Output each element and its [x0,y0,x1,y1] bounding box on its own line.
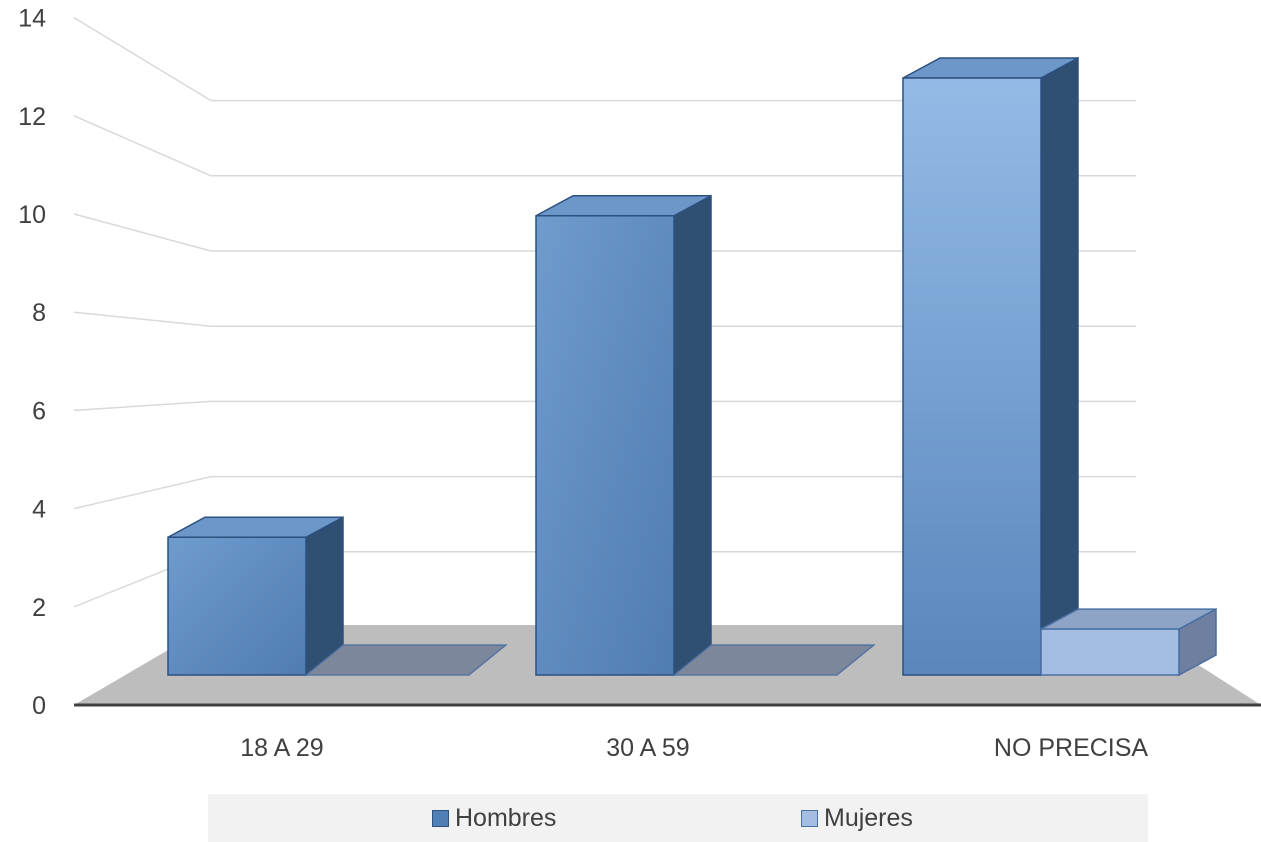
gridline-wall [73,213,212,252]
gridline-wall [73,16,212,102]
x-tick-label: 18 A 29 [240,734,323,762]
bar-side [1040,56,1079,677]
bar-mujeres-zero [672,644,876,676]
y-tick-label: 8 [32,299,46,327]
legend-item-hombres: Hombres [432,804,556,833]
y-tick-label: 0 [32,692,46,720]
y-tick-label: 6 [32,397,46,425]
bar-front [1040,628,1180,676]
bar-front [535,215,675,676]
bar-side [673,194,712,677]
bar-front [902,77,1042,676]
legend-label: Hombres [455,804,557,832]
legend-label: Mujeres [824,804,913,832]
y-tick-label: 12 [18,103,46,131]
y-tick-label: 4 [32,496,46,524]
legend: Hombres Mujeres [208,794,1148,842]
bar-front [167,536,307,676]
gridline-wall [73,115,212,177]
x-tick-label: 30 A 59 [606,734,689,762]
y-tick-label: 2 [32,594,46,622]
y-axis: 0 2 4 6 8 10 12 14 [18,5,46,720]
legend-swatch-mujeres [801,810,818,827]
gridline-wall [73,400,212,412]
bars [167,56,1217,677]
legend-item-mujeres: Mujeres [801,804,913,833]
y-tick-label: 10 [18,201,46,229]
x-axis: 18 A 29 30 A 59 NO PRECISA [240,734,1148,762]
legend-swatch-hombres [432,810,449,827]
bar-mujeres [1040,607,1217,677]
bar-hombres [902,56,1079,677]
gridline-wall [73,475,212,510]
gridline-wall [73,311,212,327]
x-tick-label: NO PRECISA [994,734,1149,762]
bar-mujeres-zero [304,644,508,676]
bar-hombres [167,515,344,677]
bar-hombres [535,194,712,677]
y-tick-label: 14 [18,5,46,33]
